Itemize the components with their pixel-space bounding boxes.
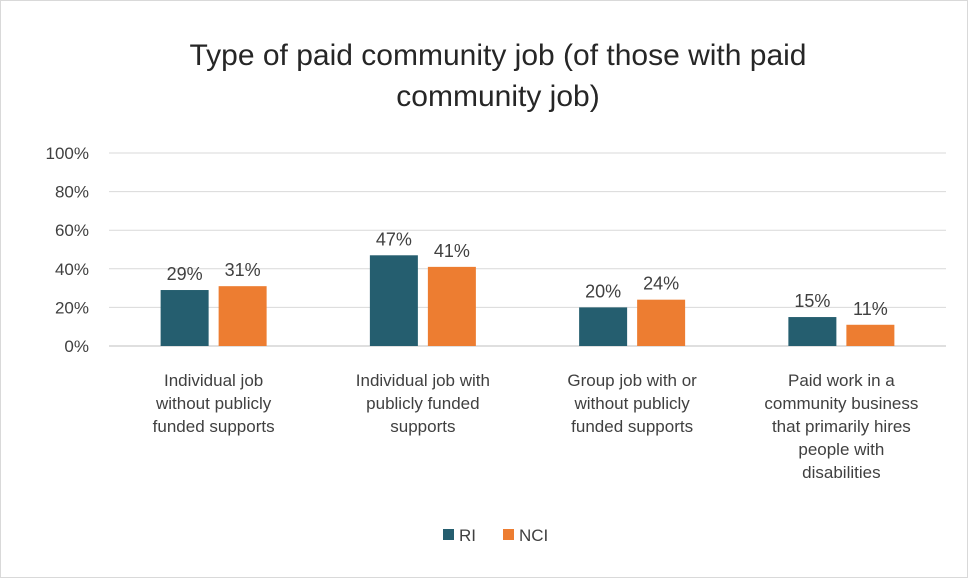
category-label: Paid work in a — [788, 371, 895, 390]
category-label: Group job with or — [567, 371, 697, 390]
y-tick-label: 80% — [55, 183, 89, 202]
category-label: publicly funded — [366, 394, 479, 413]
data-label: 29% — [167, 264, 203, 284]
y-tick-label: 40% — [55, 260, 89, 279]
y-axis-ticks: 0% 20% 40% 60% 80% 100% — [46, 144, 89, 356]
bar-nci — [218, 286, 267, 346]
bar-ri — [579, 307, 628, 346]
bar-nci — [846, 324, 895, 346]
y-tick-label: 100% — [46, 144, 89, 163]
data-label: 41% — [434, 241, 470, 261]
y-tick-label: 20% — [55, 298, 89, 317]
data-labels: 29% 31% 47% 41% 20% 24% 15% 11% — [167, 229, 888, 318]
category-label: supports — [390, 417, 455, 436]
data-label: 31% — [225, 260, 261, 280]
category-label: funded supports — [153, 417, 275, 436]
chart-title-line: community job) — [396, 80, 599, 113]
bar-ri — [369, 255, 418, 346]
category-label: that primarily hires — [772, 417, 911, 436]
bar-ri — [788, 317, 837, 346]
category-label: Individual job — [164, 371, 263, 390]
data-label: 20% — [585, 281, 621, 301]
data-label: 24% — [643, 274, 679, 294]
bar-nci — [427, 266, 476, 346]
category-labels: Individual job without publicly funded sup… — [153, 371, 919, 482]
legend-swatch-ri — [443, 529, 454, 540]
chart-title: Type of paid community job (of those wit… — [190, 39, 807, 113]
legend-label-nci: NCI — [519, 526, 548, 545]
bar-chart: Type of paid community job (of those wit… — [46, 39, 946, 545]
data-label: 11% — [853, 299, 888, 319]
y-tick-label: 0% — [64, 337, 89, 356]
category-label: Individual job with — [356, 371, 490, 390]
category-label: disabilities — [802, 463, 880, 482]
category-label: without publicly — [573, 394, 690, 413]
bar-nci — [637, 299, 686, 346]
data-label: 15% — [794, 291, 830, 311]
bars — [160, 255, 895, 346]
legend-label-ri: RI — [459, 526, 476, 545]
data-label: 47% — [376, 229, 412, 249]
category-label: funded supports — [571, 417, 693, 436]
chart-title-line: Type of paid community job (of those wit… — [190, 39, 807, 72]
bar-ri — [160, 290, 209, 346]
category-label: community business — [764, 394, 918, 413]
category-label: without publicly — [155, 394, 272, 413]
legend-swatch-nci — [503, 529, 514, 540]
legend: RI NCI — [443, 526, 548, 545]
y-tick-label: 60% — [55, 221, 89, 240]
category-label: people with — [798, 440, 884, 459]
